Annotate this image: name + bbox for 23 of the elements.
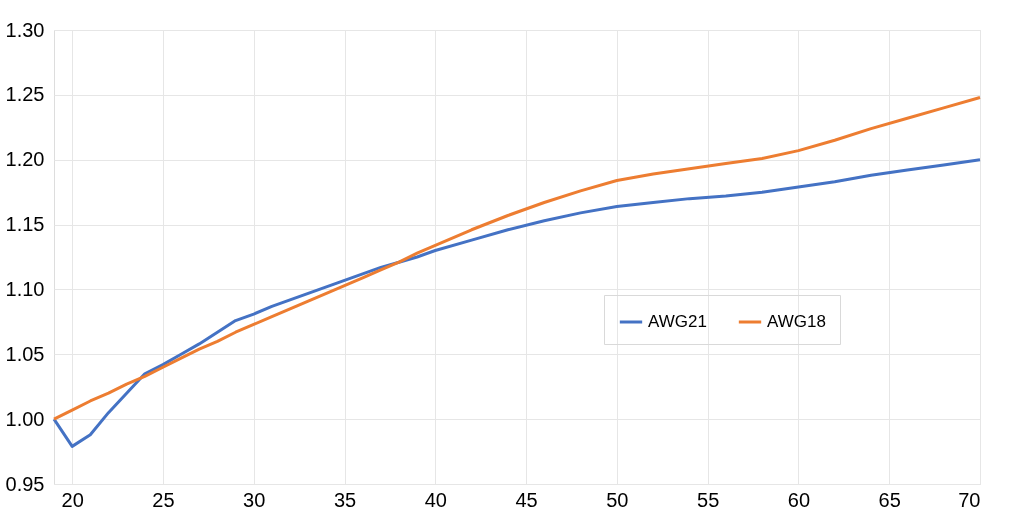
x-tick-label: 70 — [958, 488, 981, 511]
line-series — [52, 95, 982, 421]
x-tick-label: 45 — [515, 488, 538, 511]
y-tick-label: 1.25 — [5, 83, 45, 106]
x-tick-label: 20 — [61, 488, 84, 511]
y-tick-label: 1.15 — [5, 213, 45, 236]
x-tick-label: 30 — [243, 488, 266, 511]
y-tick-label: 1.00 — [5, 407, 45, 430]
line-series — [52, 158, 982, 448]
x-tick-label: 65 — [878, 488, 901, 511]
y-tick-label: 1.10 — [5, 277, 45, 300]
y-tick-label: 1.20 — [5, 148, 45, 171]
legend-label: AWG21 — [648, 312, 707, 331]
x-tick-label: 35 — [333, 488, 357, 511]
y-tick-label: 0.95 — [5, 472, 45, 495]
x-tick-label: 40 — [424, 488, 447, 511]
x-tick-label: 25 — [152, 488, 175, 511]
y-tick-label: 1.30 — [5, 18, 45, 41]
legend-label: AWG18 — [767, 312, 826, 331]
x-tick-label: 55 — [697, 488, 720, 511]
x-tick-label: 60 — [787, 488, 811, 511]
y-tick-label: 1.05 — [5, 342, 45, 365]
x-tick-label: 50 — [606, 488, 629, 511]
